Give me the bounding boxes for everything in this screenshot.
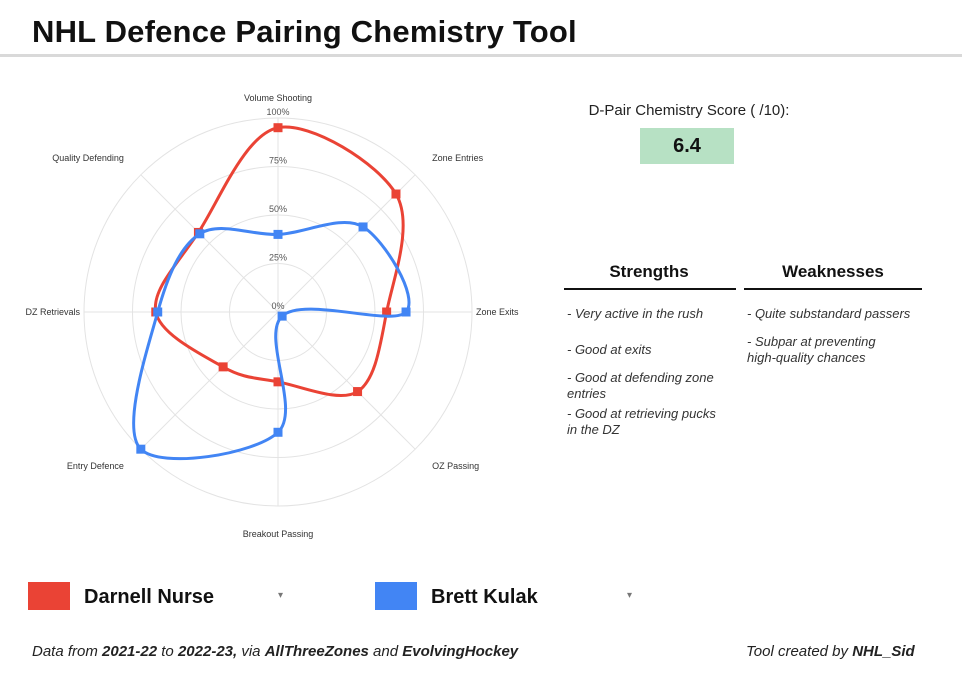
- strength-item: - Good at defending zone entries: [567, 370, 714, 401]
- player-b-color-swatch: [375, 582, 417, 610]
- data-point: [273, 229, 283, 239]
- radial-tick-label: 75%: [269, 156, 287, 166]
- axis-label: Breakout Passing: [243, 529, 314, 539]
- radial-tick-label: 100%: [266, 107, 289, 117]
- weaknesses-divider: [744, 288, 922, 290]
- strengths-divider: [564, 288, 736, 290]
- data-point: [136, 444, 146, 454]
- axis-label: OZ Passing: [432, 461, 479, 471]
- tool-credit: Tool created by NHL_Sid: [746, 643, 915, 660]
- data-point: [218, 362, 228, 372]
- data-point: [273, 123, 283, 133]
- data-point: [273, 427, 283, 437]
- data-point: [153, 307, 163, 317]
- grid-spoke: [277, 311, 416, 450]
- player-a-color-swatch: [28, 582, 70, 610]
- axis-label: Zone Exits: [476, 307, 519, 317]
- weaknesses-heading: Weaknesses: [782, 262, 884, 281]
- player-a-dropdown-arrow-icon[interactable]: ▾: [278, 590, 284, 601]
- axis-label: Volume Shooting: [244, 93, 312, 103]
- grid-spoke: [140, 311, 279, 450]
- data-point: [273, 377, 283, 387]
- axis-label: Zone Entries: [432, 153, 484, 163]
- title-divider: [0, 54, 962, 57]
- data-point: [401, 307, 411, 317]
- radial-tick-label: 0%: [271, 301, 284, 311]
- radial-tick-label: 50%: [269, 204, 287, 214]
- strengths-heading: Strengths: [609, 262, 689, 281]
- weakness-item: - Subpar at preventing high-quality chan…: [747, 334, 876, 365]
- axis-label: Entry Defence: [67, 461, 124, 471]
- player-b-dropdown-arrow-icon[interactable]: ▾: [627, 590, 633, 601]
- score-value: 6.4: [640, 128, 734, 164]
- data-point: [391, 189, 401, 199]
- page-title: NHL Defence Pairing Chemistry Tool: [32, 14, 577, 49]
- data-point: [195, 229, 205, 239]
- player-a-name: Darnell Nurse: [84, 586, 215, 608]
- axis-label: DZ Retrievals: [25, 307, 80, 317]
- player-b-name: Brett Kulak: [431, 586, 538, 608]
- strength-item: - Good at retrieving pucks in the DZ: [567, 406, 716, 437]
- data-point: [277, 311, 287, 321]
- grid-spoke: [140, 174, 279, 313]
- data-point: [382, 307, 392, 317]
- data-source-note: Data from 2021-22 to 2022-23, via AllThr…: [32, 643, 519, 660]
- score-label: D-Pair Chemistry Score ( /10):: [588, 102, 790, 119]
- radar-chart: 0% 25% 50% 75% 100% Volume Shooting Zone Entri…: [25, 93, 519, 539]
- weakness-item: - Quite substandard passers: [747, 306, 911, 321]
- series-line: [153, 125, 405, 397]
- data-point: [358, 222, 368, 232]
- radial-tick-label: 25%: [269, 253, 287, 263]
- axis-label: Quality Defending: [52, 153, 124, 163]
- strength-item: - Good at exits: [567, 342, 652, 357]
- strength-item: - Very active in the rush: [567, 306, 704, 321]
- data-point: [353, 387, 363, 397]
